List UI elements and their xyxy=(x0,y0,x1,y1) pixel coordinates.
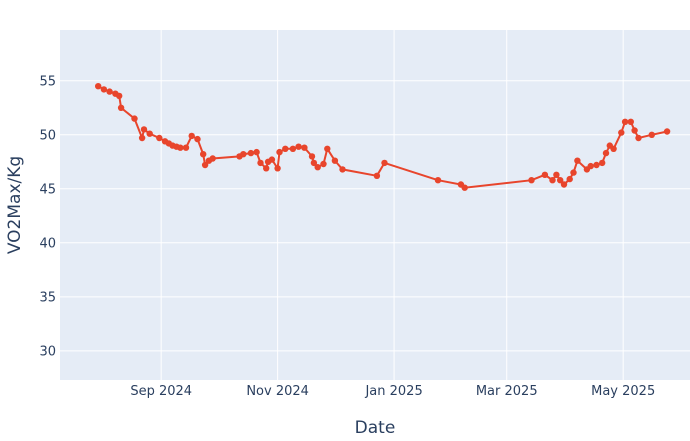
data-point xyxy=(247,149,255,157)
data-point xyxy=(621,118,629,126)
data-point xyxy=(320,160,327,168)
data-point xyxy=(570,169,577,176)
x-tick-label: May 2025 xyxy=(591,384,655,399)
data-point xyxy=(188,132,195,140)
data-point xyxy=(209,155,216,162)
data-point xyxy=(602,149,610,157)
data-point xyxy=(560,181,568,188)
x-tick-label: Sep 2024 xyxy=(130,384,192,399)
data-point xyxy=(618,129,625,136)
data-point xyxy=(194,135,201,143)
data-point xyxy=(339,166,346,173)
data-point xyxy=(593,161,600,169)
data-point xyxy=(289,145,297,152)
data-point xyxy=(295,143,302,150)
data-point xyxy=(177,144,184,151)
data-point xyxy=(331,157,339,164)
data-point xyxy=(100,86,108,93)
data-point xyxy=(310,159,318,167)
data-point xyxy=(276,148,283,156)
data-point xyxy=(301,144,308,151)
data-point xyxy=(663,128,671,135)
data-point xyxy=(566,175,573,183)
y-tick-labels: 30 35 40 45 50 55 xyxy=(39,74,56,359)
x-tick-label: Mar 2025 xyxy=(476,384,538,399)
data-point xyxy=(314,164,321,171)
data-point xyxy=(253,148,260,156)
y-gridlines xyxy=(60,80,690,352)
data-point xyxy=(553,171,560,178)
x-gridlines xyxy=(160,30,624,380)
data-point xyxy=(434,177,442,184)
data-point xyxy=(140,126,148,133)
data-point xyxy=(282,145,289,152)
vo2max-markers xyxy=(95,83,671,191)
y-tick-label: 45 xyxy=(39,182,56,197)
y-tick-label: 55 xyxy=(39,74,56,89)
data-point xyxy=(182,144,190,151)
data-point xyxy=(373,172,381,179)
x-tick-label: Jan 2025 xyxy=(364,384,422,399)
data-point xyxy=(627,118,634,126)
data-point xyxy=(631,127,638,134)
data-point xyxy=(381,159,388,167)
data-point xyxy=(201,161,209,169)
y-tick-label: 40 xyxy=(39,236,56,251)
data-point xyxy=(541,171,549,178)
data-point xyxy=(106,88,113,95)
plot-background xyxy=(60,30,690,380)
data-point xyxy=(200,151,207,158)
data-point xyxy=(274,165,281,172)
data-point xyxy=(324,145,331,152)
data-point xyxy=(528,177,535,184)
data-point xyxy=(117,104,125,112)
y-tick-label: 50 xyxy=(39,128,56,143)
data-point xyxy=(263,165,270,172)
x-tick-label: Nov 2024 xyxy=(246,384,309,399)
data-point xyxy=(648,131,655,138)
data-point xyxy=(461,184,468,191)
data-point xyxy=(549,177,556,184)
data-point xyxy=(574,157,581,164)
data-point xyxy=(587,162,594,170)
data-point xyxy=(240,151,247,158)
data-point xyxy=(308,153,316,160)
data-point xyxy=(131,115,138,122)
data-point xyxy=(557,177,564,184)
data-point xyxy=(610,145,617,152)
data-point xyxy=(116,92,123,100)
data-point xyxy=(599,159,606,167)
data-point xyxy=(257,159,264,167)
x-axis-title: Date xyxy=(355,418,396,438)
data-point xyxy=(156,134,163,142)
data-point xyxy=(268,156,276,163)
y-tick-label: 35 xyxy=(39,290,56,305)
data-point xyxy=(635,134,642,142)
y-tick-label: 30 xyxy=(39,344,56,359)
data-point xyxy=(146,130,153,137)
data-point xyxy=(138,134,146,142)
x-tick-labels: Sep 2024 Nov 2024 Jan 2025 Mar 2025 May 2025 xyxy=(130,384,655,399)
y-axis-title: VO2Max/Kg xyxy=(5,156,25,254)
data-point xyxy=(95,83,102,90)
